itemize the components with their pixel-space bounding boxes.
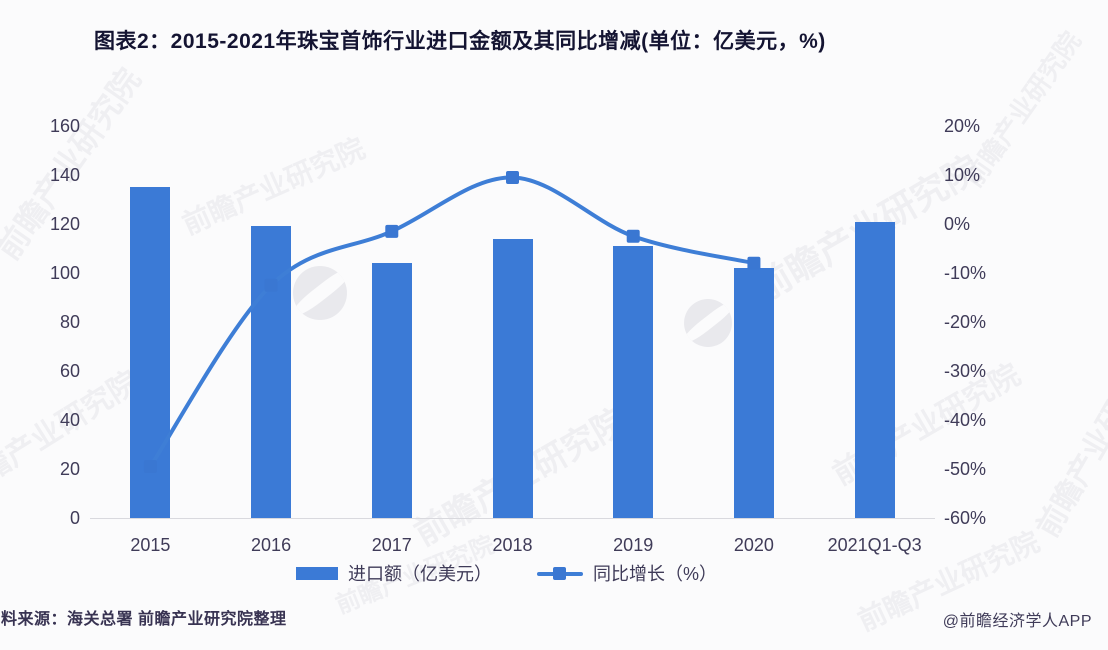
bar-2020 bbox=[733, 268, 774, 518]
y-axis-left-tick: 60 bbox=[59, 361, 80, 381]
legend-bar-swatch-icon bbox=[296, 566, 338, 580]
legend-item-imports: 进口额（亿美元） bbox=[296, 560, 492, 586]
y-axis-left-tick: 120 bbox=[49, 214, 80, 234]
line-marker-2017 bbox=[385, 224, 399, 238]
line-marker-2020 bbox=[747, 256, 761, 270]
growth-trend-line bbox=[143, 170, 761, 474]
y-axis-right-tick: -60% bbox=[944, 508, 987, 528]
y-axis-left-tick: 160 bbox=[49, 116, 80, 136]
bar-2019 bbox=[613, 246, 654, 518]
x-axis-label-2019: 2019 bbox=[613, 535, 654, 555]
y-axis-left-tick: 140 bbox=[49, 165, 80, 185]
bar-2021Q1-Q3 bbox=[854, 221, 895, 518]
y-axis-right-tick: -20% bbox=[944, 312, 987, 332]
y-axis-right-tick: -50% bbox=[944, 459, 987, 479]
y-axis-left-tick: 20 bbox=[59, 459, 80, 479]
source-note: 料来源：海关总署 前瞻产业研究院整理 bbox=[1, 611, 287, 628]
y-axis-left-tick: 80 bbox=[59, 312, 80, 332]
y-axis-right-tick: -10% bbox=[944, 263, 987, 283]
x-axis-label-2016: 2016 bbox=[251, 535, 292, 555]
y-axis-right-tick: 20% bbox=[944, 116, 981, 136]
y-axis-right-tick: -30% bbox=[944, 361, 987, 381]
chart-title: 图表2：2015-2021年珠宝首饰行业进口金额及其同比增减(单位：亿美元，%) bbox=[94, 30, 826, 53]
line-marker-2019 bbox=[626, 229, 640, 243]
bar-2017 bbox=[371, 263, 412, 518]
x-axis-baseline bbox=[90, 518, 935, 519]
legend-label-imports: 进口额（亿美元） bbox=[348, 564, 492, 584]
x-axis-label-2015: 2015 bbox=[130, 535, 171, 555]
legend: 进口额（亿美元） 同比增长（%） bbox=[296, 560, 717, 586]
line-marker-2016 bbox=[264, 278, 278, 292]
line-marker-2015 bbox=[143, 460, 157, 474]
y-axis-left-tick: 40 bbox=[59, 410, 80, 430]
x-axis-label-2018: 2018 bbox=[492, 535, 533, 555]
bar-2018 bbox=[492, 238, 533, 518]
y-axis-right-tick: 10% bbox=[944, 165, 981, 185]
legend-line-swatch-icon bbox=[537, 566, 583, 580]
line-path bbox=[148, 175, 756, 469]
y-axis-right-tick: -40% bbox=[944, 410, 987, 430]
line-marker-2018 bbox=[506, 170, 519, 184]
x-axis-label-2017: 2017 bbox=[371, 535, 412, 555]
y-axis-right-tick: 0% bbox=[944, 214, 971, 234]
y-axis-left-tick: 0 bbox=[69, 508, 80, 528]
credit-note: @前瞻经济学人APP bbox=[942, 613, 1092, 630]
x-axis-label-2021Q1-Q3: 2021Q1-Q3 bbox=[827, 535, 922, 555]
x-axis-label-2020: 2020 bbox=[733, 535, 774, 555]
y-axis-left-tick: 100 bbox=[49, 263, 80, 283]
legend-item-growth: 同比增长（%） bbox=[537, 560, 717, 586]
legend-label-growth: 同比增长（%） bbox=[593, 564, 718, 584]
